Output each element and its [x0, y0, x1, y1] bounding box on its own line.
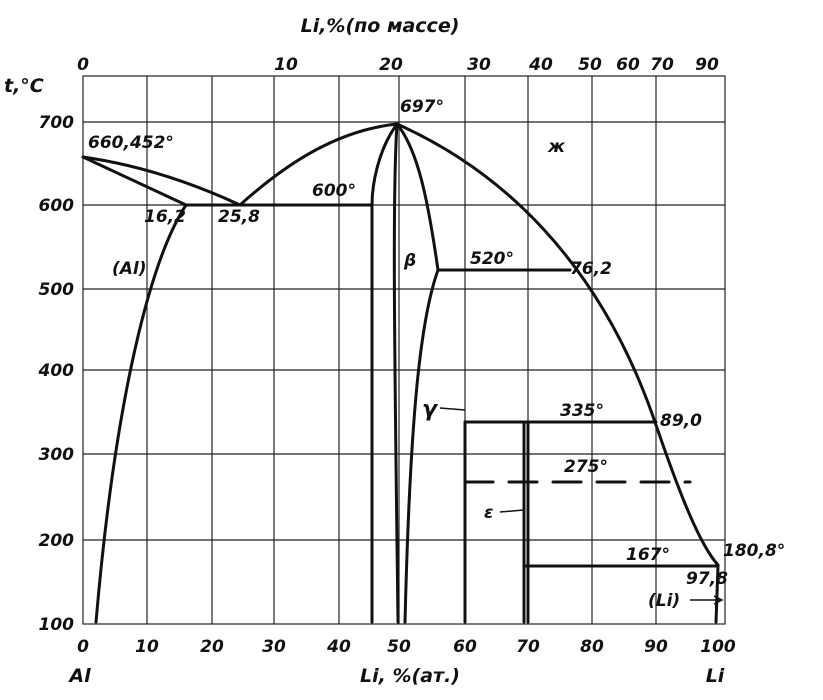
y-tick: 600 — [39, 196, 75, 216]
y-tick: 700 — [39, 113, 75, 133]
top-tick: 70 — [650, 55, 674, 75]
y-tick: 400 — [38, 361, 75, 381]
bottom-axis-title: Li, %(ат.) — [360, 665, 460, 687]
beta-right-upper — [395, 122, 440, 272]
top-tick: 40 — [528, 55, 553, 75]
beta-left-boundary — [370, 122, 399, 624]
bottom-axis-labels: 0 10 20 30 40 50 60 70 80 90 100 Al Li, … — [67, 637, 736, 687]
beta-right-lower — [403, 268, 440, 624]
liquidus-to-max — [238, 122, 399, 207]
comp-890-label: 89,0 — [660, 411, 702, 431]
solvus-al — [94, 203, 188, 624]
temp-275-label: 275° — [564, 457, 608, 477]
beta-inner-boundary — [392, 122, 400, 624]
x-tick: 80 — [580, 637, 604, 657]
al-solvus-label: 16,2 — [144, 207, 186, 227]
beta-phase-label: β — [403, 251, 416, 271]
top-tick: 20 — [379, 55, 403, 75]
x-tick: 20 — [200, 637, 224, 657]
left-component-label: Al — [67, 665, 91, 687]
right-component-label: Li — [706, 665, 725, 687]
top-tick: 0 — [77, 55, 89, 75]
vertical-grid — [146, 76, 657, 624]
top-tick: 10 — [274, 55, 298, 75]
y-tick: 100 — [39, 615, 75, 635]
gamma-phase-label: γ — [422, 397, 439, 422]
y-tick: 200 — [39, 531, 75, 551]
y-axis-title: t,°C — [4, 75, 44, 97]
top-axis-labels: Li,%(по массе) 0 10 20 30 40 50 60 70 90 — [77, 15, 719, 75]
x-tick: 0 — [77, 637, 89, 657]
liquidus-al — [81, 155, 242, 207]
liquid-label: ж — [547, 137, 566, 157]
eutectic-comp-label: 25,8 — [218, 207, 260, 227]
eutectic-temp-label: 600° — [312, 181, 356, 201]
max-temp-label: 697° — [400, 97, 444, 117]
peritectic-520-label: 520° — [470, 249, 514, 269]
epsilon-phase-label: ε — [484, 503, 493, 523]
x-tick: 30 — [262, 637, 286, 657]
x-tick: 50 — [387, 637, 411, 657]
li-melting-label: 180,8° — [723, 541, 785, 561]
y-tick: 500 — [39, 280, 75, 300]
y-axis-labels: t,°C 100 200 300 400 500 600 700 — [4, 75, 74, 635]
peritectic-335-label: 335° — [560, 401, 604, 421]
al-melting-label: 660,452° — [88, 133, 174, 153]
temp-167-label: 167° — [626, 545, 670, 565]
li-phase-label: (Li) — [648, 591, 680, 611]
x-tick: 40 — [326, 637, 351, 657]
solvus-li — [714, 564, 720, 624]
annotations: 660,452° 697° ж 600° 16,2 25,8 (Al) β 52… — [88, 97, 785, 611]
x-tick: 60 — [453, 637, 477, 657]
y-tick: 300 — [39, 445, 75, 465]
liquidus-li — [395, 122, 720, 567]
top-axis-title: Li,%(по массе) — [301, 15, 460, 37]
x-tick: 90 — [644, 637, 668, 657]
comp-762-label: 76,2 — [570, 259, 612, 279]
al-phase-label: (Al) — [112, 259, 147, 279]
horizontal-grid — [83, 121, 725, 541]
top-tick: 50 — [578, 55, 602, 75]
x-tick: 100 — [700, 637, 736, 657]
top-tick: 30 — [467, 55, 491, 75]
x-tick: 10 — [135, 637, 159, 657]
top-tick: 60 — [616, 55, 640, 75]
leader-lines — [439, 407, 724, 605]
solidus-al — [81, 155, 188, 207]
plot-frame — [82, 75, 726, 625]
x-tick: 70 — [516, 637, 540, 657]
top-tick: 90 — [695, 55, 719, 75]
phase-boundaries — [81, 122, 720, 624]
comp-978-label: 97,8 — [686, 569, 728, 589]
